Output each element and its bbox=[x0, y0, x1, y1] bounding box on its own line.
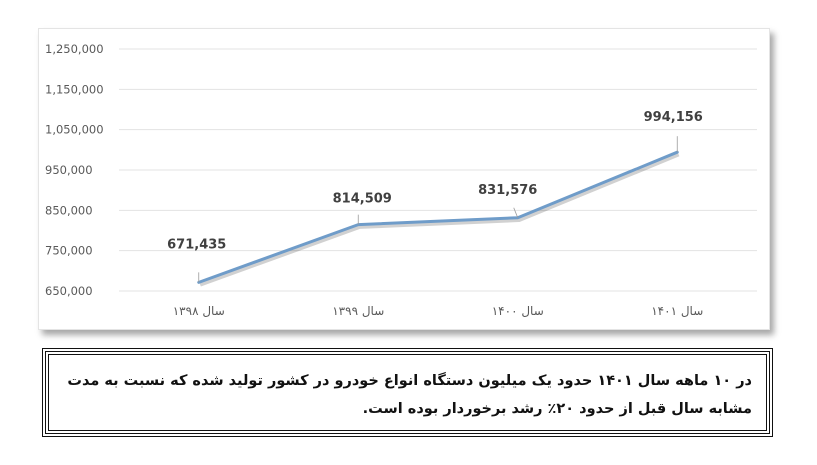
y-tick-label: 1,150,000 bbox=[45, 82, 104, 96]
caption-box: در ۱۰ ماهه سال ۱۴۰۱ حدود یک میلیون دستگا… bbox=[42, 348, 773, 437]
chart-panel: 650,000 750,000 850,000 950,000 1,050,000 1,1… bbox=[38, 28, 770, 330]
gridlines bbox=[119, 48, 757, 292]
x-tick-label: سال ۱۴۰۰ bbox=[492, 304, 544, 318]
y-tick-label: 750,000 bbox=[45, 244, 93, 258]
x-tick-label: سال ۱۴۰۱ bbox=[651, 304, 703, 318]
line-chart: 650,000 750,000 850,000 950,000 1,050,000 1,1… bbox=[45, 42, 757, 318]
y-tick-label: 1,250,000 bbox=[45, 42, 104, 56]
data-label-leader bbox=[513, 207, 519, 218]
data-label: 814,509 bbox=[333, 192, 392, 207]
series-line-shadow bbox=[199, 153, 680, 287]
y-axis-ticks: 650,000 750,000 850,000 950,000 1,050,000 1,1… bbox=[45, 42, 104, 298]
y-tick-label: 1,050,000 bbox=[45, 123, 104, 137]
data-labels: 671,435 814,509 831,576 994,156 bbox=[167, 110, 703, 283]
y-tick-label: 850,000 bbox=[45, 203, 93, 217]
data-label: 994,156 bbox=[644, 110, 703, 125]
data-label: 831,576 bbox=[478, 183, 537, 198]
y-tick-label: 950,000 bbox=[45, 163, 93, 177]
data-label: 671,435 bbox=[167, 237, 226, 252]
x-tick-label: سال ۱۳۹۸ bbox=[173, 304, 225, 318]
series-production bbox=[197, 150, 680, 287]
x-tick-label: سال ۱۳۹۹ bbox=[332, 304, 384, 318]
x-axis-ticks: سال ۱۳۹۸ سال ۱۳۹۹ سال ۱۴۰۰ سال ۱۴۰۱ bbox=[173, 304, 704, 318]
y-tick-label: 650,000 bbox=[45, 284, 93, 298]
series-line bbox=[197, 150, 679, 284]
caption-text: در ۱۰ ماهه سال ۱۴۰۱ حدود یک میلیون دستگا… bbox=[67, 373, 752, 417]
